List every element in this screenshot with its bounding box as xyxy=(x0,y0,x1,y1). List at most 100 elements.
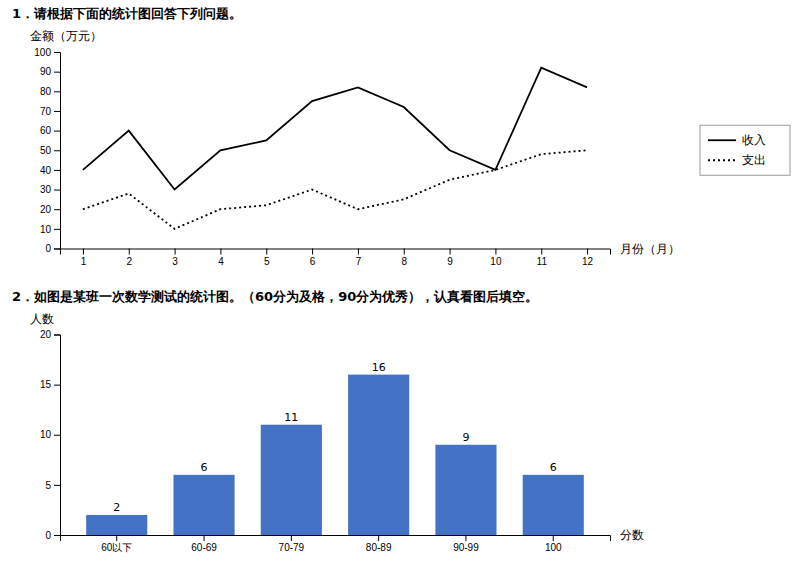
x-tick: 11 xyxy=(537,249,548,267)
x-tick: 80-89 xyxy=(366,535,392,553)
x-tick-mark xyxy=(83,249,84,255)
y-tick-mark xyxy=(54,209,60,210)
x-tick: 8 xyxy=(401,249,407,267)
bar xyxy=(435,445,496,535)
x-tick: 60以下 xyxy=(101,535,132,553)
x-axis: 123456789101112 xyxy=(61,249,611,267)
y-tick-mark xyxy=(54,131,60,132)
y-tick: 15 xyxy=(40,379,60,390)
x-tick-label: 5 xyxy=(264,256,270,267)
x-tick: 3 xyxy=(172,249,178,267)
chart-title: 1．请根据下面的统计图回答下列问题。 xyxy=(12,6,242,21)
y-tick-label: 0 xyxy=(45,530,51,541)
x-tick: 90-99 xyxy=(453,535,479,553)
x-tick-label: 70-79 xyxy=(279,542,305,553)
x-tick-label: 90-99 xyxy=(453,542,479,553)
x-tick-mark xyxy=(129,249,130,255)
line-chart: 1．请根据下面的统计图回答下列问题。1234567891011120102030… xyxy=(12,6,790,267)
y-tick-label: 5 xyxy=(45,480,51,491)
x-tick-label: 4 xyxy=(218,256,224,267)
x-tick-label: 6 xyxy=(310,256,316,267)
x-tick: 12 xyxy=(582,249,594,267)
y-tick-label: 60 xyxy=(40,125,52,136)
x-tick-mark xyxy=(465,535,466,541)
y-tick-label: 0 xyxy=(45,243,51,254)
y-tick-label: 20 xyxy=(40,204,52,215)
y-tick-label: 20 xyxy=(40,329,52,340)
x-tick-mark xyxy=(378,535,379,541)
data-label: 6 xyxy=(550,461,557,474)
y-tick: 40 xyxy=(40,165,60,176)
x-tick: 60-69 xyxy=(191,535,217,553)
y-tick-mark xyxy=(54,229,60,230)
data-label: 16 xyxy=(372,361,386,374)
x-tick: 10 xyxy=(490,249,502,267)
y-tick: 30 xyxy=(40,184,60,195)
x-tick-mark xyxy=(116,535,117,541)
y-tick-label: 80 xyxy=(40,86,52,97)
y-tick: 50 xyxy=(40,145,60,156)
y-tick-mark xyxy=(54,72,60,73)
x-tick-label: 10 xyxy=(490,256,502,267)
y-tick-label: 30 xyxy=(40,184,52,195)
data-label: 11 xyxy=(284,411,298,424)
x-tick-mark xyxy=(175,249,176,255)
plot-area xyxy=(83,68,587,229)
y-axis-line xyxy=(54,335,61,536)
y-tick-mark xyxy=(54,485,60,486)
x-tick-mark xyxy=(450,249,451,255)
x-tick-label: 2 xyxy=(126,256,132,267)
x-tick-mark xyxy=(291,535,292,541)
y-tick-label: 100 xyxy=(34,47,51,58)
x-tick-label: 11 xyxy=(537,256,548,267)
y-tick-label: 10 xyxy=(40,224,52,235)
x-tick: 100 xyxy=(545,535,562,553)
y-tick: 60 xyxy=(40,125,60,136)
y-tick: 10 xyxy=(40,224,60,235)
y-tick: 10 xyxy=(40,429,60,440)
y-tick: 100 xyxy=(34,47,60,58)
bar xyxy=(348,375,409,535)
y-tick-label: 40 xyxy=(40,165,52,176)
bar-chart: 2．如图是某班一次数学测试的统计图。（60分为及格，90分为优秀），认真看图后填… xyxy=(12,289,644,554)
y-axis-title: 金额（万元） xyxy=(30,29,102,43)
x-tick: 2 xyxy=(126,249,132,267)
y-tick-label: 70 xyxy=(40,106,52,117)
series-line xyxy=(83,150,587,229)
y-tick-mark xyxy=(54,170,60,171)
y-axis-title: 人数 xyxy=(30,312,54,326)
legend-label: 收入 xyxy=(742,133,766,147)
bar xyxy=(173,475,234,535)
y-tick-mark xyxy=(54,435,60,436)
bar xyxy=(261,425,322,535)
data-labels: 26111696 xyxy=(113,361,557,514)
x-tick: 7 xyxy=(356,249,362,267)
y-tick: 5 xyxy=(45,480,60,491)
x-tick-mark xyxy=(495,249,496,255)
y-axis: 0 10 20 30 40 50 60 70 80 90 100 xyxy=(34,47,60,255)
x-tick-mark xyxy=(204,535,205,541)
x-tick: 9 xyxy=(447,249,453,267)
legend-label: 支出 xyxy=(742,153,766,167)
x-axis-line xyxy=(61,249,611,255)
y-tick-mark xyxy=(54,335,60,336)
x-tick-mark xyxy=(553,535,554,541)
bar xyxy=(86,515,147,535)
x-tick-label: 8 xyxy=(401,256,407,267)
x-axis: 60以下 60-69 70-79 80-89 90-99 100 xyxy=(61,535,611,553)
x-axis-title: 月份（月） xyxy=(620,242,680,256)
y-axis: 0 5 10 15 20 xyxy=(40,329,61,541)
y-tick-mark xyxy=(54,52,60,53)
y-axis-line xyxy=(54,53,61,250)
x-tick-mark xyxy=(312,249,313,255)
x-axis-line xyxy=(61,536,611,542)
y-tick: 0 xyxy=(45,530,60,541)
y-tick: 70 xyxy=(40,106,60,117)
y-tick-label: 50 xyxy=(40,145,52,156)
y-tick: 80 xyxy=(40,86,60,97)
x-tick-label: 9 xyxy=(447,256,453,267)
page: 1．请根据下面的统计图回答下列问题。1234567891011120102030… xyxy=(0,0,800,565)
x-tick-mark xyxy=(266,249,267,255)
legend-swatch xyxy=(708,159,736,161)
y-tick: 90 xyxy=(40,66,60,77)
